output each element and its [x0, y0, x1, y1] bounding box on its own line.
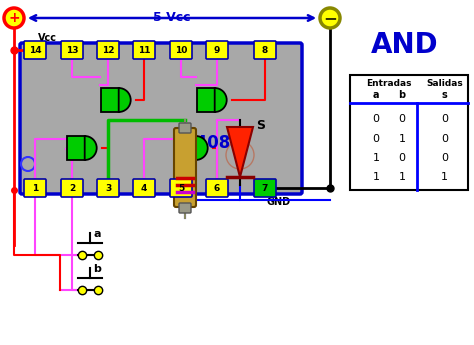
Text: 1: 1: [373, 153, 380, 163]
FancyBboxPatch shape: [170, 41, 192, 59]
Text: 0: 0: [441, 115, 448, 125]
Polygon shape: [227, 127, 253, 177]
Polygon shape: [67, 136, 85, 160]
Text: 14: 14: [29, 46, 41, 55]
Text: 0: 0: [441, 134, 448, 144]
Text: 7: 7: [262, 184, 268, 193]
Circle shape: [4, 8, 24, 28]
Text: 0: 0: [399, 153, 405, 163]
Text: 5 Vcc: 5 Vcc: [153, 10, 191, 23]
Text: 5: 5: [178, 184, 184, 193]
FancyBboxPatch shape: [24, 179, 46, 197]
Text: 1: 1: [399, 134, 405, 144]
Text: 1: 1: [441, 172, 448, 183]
Circle shape: [21, 157, 35, 171]
Text: Entradas: Entradas: [366, 79, 412, 88]
FancyBboxPatch shape: [97, 179, 119, 197]
FancyBboxPatch shape: [61, 179, 83, 197]
Text: 11: 11: [138, 46, 150, 55]
Text: 12: 12: [102, 46, 114, 55]
Text: 4: 4: [141, 184, 147, 193]
FancyBboxPatch shape: [170, 179, 192, 197]
Text: b: b: [398, 90, 405, 100]
Text: b: b: [93, 264, 101, 274]
Text: Vcc: Vcc: [38, 33, 57, 43]
Polygon shape: [178, 136, 196, 160]
FancyBboxPatch shape: [61, 41, 83, 59]
Wedge shape: [215, 88, 227, 112]
Text: −: −: [323, 9, 337, 27]
Wedge shape: [85, 136, 97, 160]
Text: GND: GND: [267, 197, 291, 207]
Text: S: S: [256, 118, 265, 131]
Polygon shape: [100, 88, 118, 112]
Text: 10: 10: [175, 46, 187, 55]
Bar: [350, 75, 468, 190]
Text: 1: 1: [32, 184, 38, 193]
FancyBboxPatch shape: [174, 128, 196, 207]
Text: 1: 1: [373, 172, 380, 183]
FancyBboxPatch shape: [206, 41, 228, 59]
Text: 9: 9: [214, 46, 220, 55]
Text: 8: 8: [262, 46, 268, 55]
Text: +: +: [8, 11, 20, 25]
Text: s: s: [441, 90, 447, 100]
Text: a: a: [373, 90, 379, 100]
Text: a: a: [93, 229, 100, 239]
Polygon shape: [197, 88, 215, 112]
Text: 0: 0: [399, 115, 405, 125]
FancyBboxPatch shape: [24, 41, 46, 59]
FancyBboxPatch shape: [179, 203, 191, 213]
Circle shape: [320, 8, 340, 28]
Text: 3: 3: [105, 184, 111, 193]
Text: 2: 2: [69, 184, 75, 193]
Text: 13: 13: [66, 46, 78, 55]
Text: 7408: 7408: [185, 135, 231, 152]
Text: 0: 0: [441, 153, 448, 163]
FancyBboxPatch shape: [20, 43, 302, 194]
Text: 1: 1: [399, 172, 405, 183]
FancyBboxPatch shape: [254, 41, 276, 59]
FancyBboxPatch shape: [133, 41, 155, 59]
FancyBboxPatch shape: [179, 123, 191, 133]
Wedge shape: [118, 88, 131, 112]
FancyBboxPatch shape: [254, 179, 276, 197]
FancyBboxPatch shape: [206, 179, 228, 197]
Text: 0: 0: [373, 134, 380, 144]
Text: 6: 6: [214, 184, 220, 193]
Text: 0: 0: [373, 115, 380, 125]
Text: AND: AND: [371, 31, 439, 59]
Wedge shape: [196, 136, 208, 160]
Text: Salidas: Salidas: [426, 79, 463, 88]
FancyBboxPatch shape: [97, 41, 119, 59]
FancyBboxPatch shape: [133, 179, 155, 197]
